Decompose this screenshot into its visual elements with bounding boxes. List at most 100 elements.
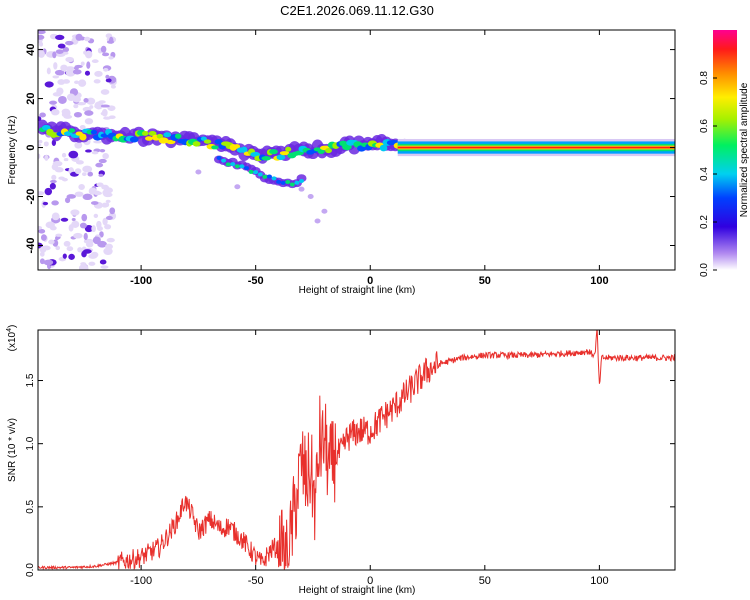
heatmap-ridge-cell [240,146,248,153]
heatmap-noise-cell [38,153,41,160]
heatmap-noise-cell [100,265,109,269]
heatmap-noise-cell [68,150,79,159]
heatmap-noise-cell [78,184,85,191]
heatmap-branch-cell [253,170,259,175]
heatmap-noise-cell [94,70,103,77]
heatmap-noise-cell [98,173,104,177]
heatmap-noise-cell [38,50,45,58]
heatmap-ridge-cell [163,132,172,138]
heatmap-noise-cell [74,191,84,197]
heatmap-noise-cell [44,81,54,88]
heatmap-noise-cell [81,250,87,258]
heatmap-noise-cell [79,81,86,86]
heatmap-noise-cell [93,79,101,84]
bottom-x-tick-label: 100 [590,575,608,587]
heatmap-noise-cell [104,224,112,230]
heatmap-noise-cell [65,68,76,77]
heatmap-noise-cell [79,222,87,229]
colorbar-tick-label: 0.4 [699,167,710,181]
colorbar-tick-label: 0.0 [699,263,710,277]
heatmap-branch-cell [239,164,245,169]
heatmap-noise-cell [60,64,68,72]
heatmap-branch-cell [271,176,277,181]
heatmap-noise-cell [74,141,83,149]
heatmap-noise-cell [83,98,89,103]
heatmap-noise-cell [49,182,56,190]
heatmap-noise-cell [73,104,79,109]
heatmap-noise-cell [91,59,99,63]
heatmap-noise-cell [63,157,69,162]
heatmap-noise-cell [65,66,75,71]
scale-label-prefix: (x10 [7,331,18,351]
heatmap-noise-cell [96,182,104,187]
heatmap-noise-cell [46,67,51,75]
heatmap-branch-cell [262,174,268,179]
heatmap-noise-cell [58,176,65,180]
heatmap-noise-cell [84,36,91,42]
heatmap-noise-cell [107,105,116,111]
heatmap-branch-cell [257,172,263,177]
top-axes: -100 -50 0 50 100 -40 -20 0 20 40 [25,30,675,287]
heatmap-ridge-cell [285,146,292,152]
top-x-tick-label: 0 [367,275,373,287]
heatmap-noise-cell [50,179,57,184]
heatmap-noise-cell [74,80,80,85]
heatmap-noise-cell [39,112,46,118]
heatmap-noise-cell [103,116,112,120]
colorbar-tick-label: 0.2 [699,215,710,229]
heatmap-noise-cell [63,114,73,119]
top-x-tick-label: 100 [590,275,608,287]
heatmap-noise-cell [51,108,60,116]
heatmap-noise-cell [110,84,116,89]
heatmap-noise-cell [51,174,57,181]
heatmap-noise-cell [44,154,49,161]
heatmap-branch-cell [280,180,286,185]
top-y-tick-label: -20 [25,189,37,205]
top-x-tick-label: -50 [248,275,264,287]
heatmap-noise-cell [89,105,94,109]
heatmap-noise-cell [68,253,75,260]
heatmap-noise-cell [298,186,305,192]
heatmap-ridge-cell [68,128,76,133]
heatmap-noise-cell [103,187,113,194]
heatmap-branch-cell [294,180,300,185]
heatmap-noise-cell [85,149,92,153]
heatmap-noise-cell [85,241,94,248]
heatmap-noise-cell [93,140,103,144]
heatmap-noise-cell [52,75,60,79]
heatmap-noise-cell [307,194,314,200]
heatmap-noise-cell [53,62,58,70]
heatmap-noise-cell [54,69,65,76]
bottom-x-tick-label: -100 [130,575,152,587]
top-y-tick-label: 20 [25,92,37,104]
heatmap-noise-cell [83,232,88,241]
bottom-x-tick-label: 50 [479,575,491,587]
heatmap-noise-cell [41,245,51,251]
colorbar-tick-label: 0.6 [699,119,710,133]
heatmap-ridge-cell [158,137,169,144]
bottom-y-tick-label: 0.5 [25,499,36,513]
heatmap-noise-cell [100,89,110,95]
heatmap-ridge-cell [166,139,176,145]
heatmap-noise-cell [102,217,108,226]
heatmap-noise-cell [100,45,107,53]
heatmap-noise-cell [48,239,55,245]
heatmap-noise-cell [105,202,110,207]
heatmap-noise-cell [38,228,46,234]
heatmap-ridge-cell [269,149,278,155]
figure-title: C2E1.2026.069.11.12.G30 [280,3,434,18]
heatmap-noise-cell [38,191,45,196]
heatmap-ridge-cell [203,139,212,144]
heatmap-noise-cell [79,124,86,130]
bottom-x-tick-label: -50 [248,575,264,587]
bottom-y-tick-label: 1.0 [25,436,36,450]
heatmap-noise-cell [78,36,86,41]
heatmap-noise-cell [87,171,94,177]
heatmap-ridge-cell [214,139,223,145]
heatmap-noise-cell [102,52,110,57]
heatmap-noise-cell [62,46,70,53]
heatmap-branch-cell [244,166,250,171]
heatmap-branch-cell [296,174,307,183]
heatmap-noise-cell [57,43,66,49]
heatmap-noise-cell [63,240,71,247]
